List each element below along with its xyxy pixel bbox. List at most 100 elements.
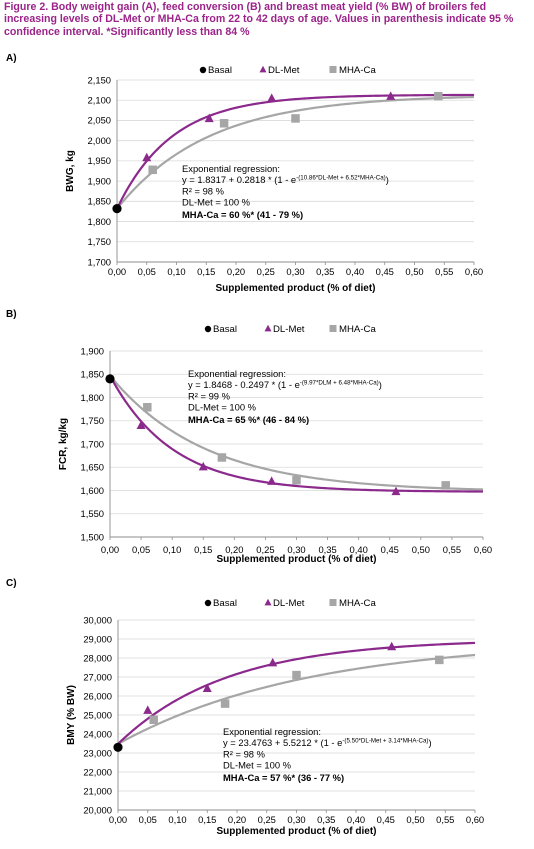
legend-dlmet-marker xyxy=(264,324,272,332)
equation-exponent: -(5.50*DL-Met + 3.14*MHA-Ca) xyxy=(342,738,428,745)
mhaca-point xyxy=(217,453,227,462)
x-tick-label: 0,55 xyxy=(443,544,461,555)
x-tick-label: 0,25 xyxy=(256,544,274,555)
basal-point xyxy=(112,204,122,214)
x-tick-label: 0,20 xyxy=(227,266,245,277)
x-tick-label: 0,05 xyxy=(139,814,157,825)
basal-point xyxy=(113,742,123,752)
x-tick-label: 0,30 xyxy=(287,544,305,555)
x-tick-label: 0,40 xyxy=(347,814,365,825)
legend-mhaca-label: MHA-Ca xyxy=(339,324,376,335)
x-tick-label: 0,15 xyxy=(197,266,215,277)
equation-end: ) xyxy=(386,174,389,185)
y-tick-label: 1,700 xyxy=(88,256,111,267)
regression-equation: y = 1.8317 + 0.2818 * (1 - e-(10.86*DL-M… xyxy=(182,174,389,185)
y-tick-label: 2,050 xyxy=(88,115,111,126)
dlmet-point xyxy=(386,91,396,100)
regression-equation: y = 1.8468 - 0.2497 * (1 - e-(9.97*DLM +… xyxy=(188,379,382,390)
y-tick-label: 27,000 xyxy=(83,671,112,682)
x-axis-label: Supplemented product (% of diet) xyxy=(217,826,377,837)
regression-reference: DL-Met = 100 % xyxy=(188,402,256,413)
x-tick-label: 0,45 xyxy=(377,814,395,825)
x-tick-label: 0,15 xyxy=(198,814,216,825)
y-tick-label: 1,750 xyxy=(81,415,104,426)
legend-dlmet-label: DL-Met xyxy=(273,324,305,335)
y-tick-label: 23,000 xyxy=(83,747,112,758)
y-tick-label: 2,000 xyxy=(88,135,111,146)
mhaca-point xyxy=(149,715,158,724)
x-tick-label: 0,10 xyxy=(163,544,181,555)
basal-point xyxy=(105,374,115,384)
legend-dlmet-label: DL-Met xyxy=(273,598,305,609)
x-tick-label: 0,15 xyxy=(194,544,212,555)
mhaca-point xyxy=(143,403,152,412)
y-axis-label: FCR, kg/kg xyxy=(58,418,69,470)
equation-exponent: -(9.97*DLM + 6.48*MHA-Ca) xyxy=(300,380,379,387)
x-axis-label: Supplemented product (% of diet) xyxy=(216,283,376,294)
x-tick-label: 0,40 xyxy=(346,266,364,277)
x-tick-label: 0,10 xyxy=(168,814,186,825)
legend-basal-label: Basal xyxy=(213,598,237,609)
regression-reference: DL-Met = 100 % xyxy=(182,197,250,208)
y-tick-label: 1,500 xyxy=(81,531,104,542)
x-tick-label: 0,30 xyxy=(287,814,305,825)
legend-basal-label: Basal xyxy=(213,324,237,335)
x-tick-label: 0,45 xyxy=(381,544,399,555)
panel-label-c: C) xyxy=(6,578,17,589)
x-tick-label: 0,60 xyxy=(474,544,492,555)
mhaca-point xyxy=(435,655,444,665)
mhaca-fit-curve xyxy=(116,95,475,210)
regression-title: Exponential regression: xyxy=(182,163,280,174)
y-tick-label: 1,900 xyxy=(88,175,111,186)
x-tick-label: 0,00 xyxy=(108,266,126,277)
mhaca-point xyxy=(434,91,443,101)
y-tick-label: 1,650 xyxy=(81,462,104,473)
y-axis-label: BWG, kg xyxy=(65,150,76,192)
y-tick-label: 26,000 xyxy=(83,690,112,701)
chart-panel-a: 1,700 1,750 1,800 1,850 1,900 1,950 2,000 2,050… xyxy=(65,65,483,294)
mhaca-point xyxy=(292,476,301,485)
regression-title: Exponential regression: xyxy=(188,368,286,379)
equation-exponent: -(10.86*DL-Met + 6.52*MHA-Ca) xyxy=(296,175,386,182)
y-tick-label: 1,700 xyxy=(81,438,104,449)
x-tick-label: 0,20 xyxy=(228,814,246,825)
x-tick-label: 0,60 xyxy=(466,814,484,825)
regression-title: Exponential regression: xyxy=(223,726,321,737)
y-tick-label: 1,550 xyxy=(81,508,104,519)
mhaca-point xyxy=(292,670,301,680)
dlmet-point xyxy=(268,657,278,667)
regression-r2: R² = 98 % xyxy=(223,748,265,759)
mhaca-point xyxy=(291,114,300,123)
panel-label-a: A) xyxy=(6,53,17,64)
y-tick-label: 20,000 xyxy=(83,804,112,815)
x-tick-label: 0,25 xyxy=(257,266,275,277)
legend-dlmet-marker xyxy=(264,598,272,606)
regression-result: MHA-Ca = 60 %* (41 - 79 %) xyxy=(182,209,303,220)
mhaca-point xyxy=(148,165,157,175)
mhaca-point xyxy=(441,481,450,490)
y-tick-label: 2,150 xyxy=(88,74,111,85)
legend-mhaca-marker xyxy=(329,325,337,332)
x-tick-label: 0,45 xyxy=(376,266,394,277)
regression-r2: R² = 98 % xyxy=(182,185,224,196)
y-tick-label: 1,850 xyxy=(81,369,104,380)
regression-result: MHA-Ca = 65 %* (46 - 84 %) xyxy=(188,414,309,425)
dlmet-point xyxy=(267,476,277,485)
x-tick-label: 0,20 xyxy=(225,544,243,555)
figure-caption: Figure 2. Body weight gain (A), feed con… xyxy=(4,1,514,38)
y-tick-label: 1,900 xyxy=(81,345,104,356)
equation-main: y = 23.4763 + 5.5212 * (1 - e xyxy=(223,737,342,748)
y-tick-label: 29,000 xyxy=(83,633,112,644)
chart-panel-c: 20,000 21,000 22,000 23,000 24,000 25,000 26,0… xyxy=(66,598,484,837)
y-tick-label: 1,750 xyxy=(88,236,111,247)
dlmet-point xyxy=(198,461,208,471)
chart-panel-b: 1,500 1,550 1,600 1,650 1,700 1,750 1,800 1,850… xyxy=(58,324,492,565)
x-tick-label: 0,50 xyxy=(405,266,423,277)
x-tick-label: 0,35 xyxy=(316,266,334,277)
equation-main: y = 1.8317 + 0.2818 * (1 - e xyxy=(182,174,296,185)
dlmet-point xyxy=(136,420,146,430)
legend-basal-marker xyxy=(204,325,212,333)
x-axis-label: Supplemented product (% of diet) xyxy=(217,554,377,565)
dlmet-point xyxy=(391,486,401,496)
x-tick-label: 0,40 xyxy=(350,544,368,555)
